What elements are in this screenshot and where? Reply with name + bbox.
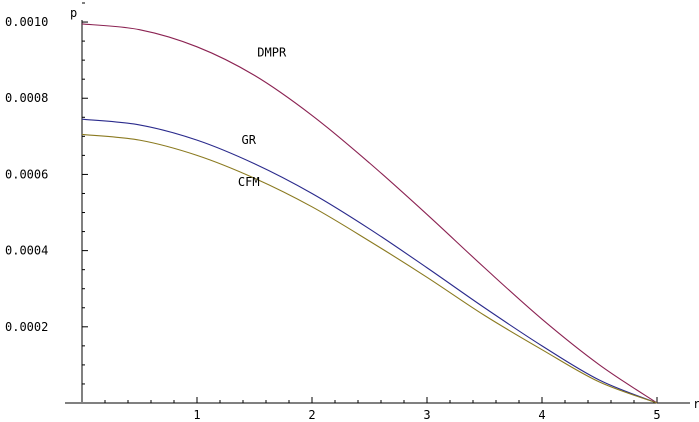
series-label-dmpr: DMPR xyxy=(257,45,287,59)
x-tick-label: 3 xyxy=(423,408,430,422)
x-ticks: 1 2 3 4 5 xyxy=(104,397,661,422)
axes xyxy=(65,20,690,404)
x-tick-label: 1 xyxy=(193,408,200,422)
series-line-cfm xyxy=(81,133,658,404)
y-axis-label: p xyxy=(70,6,77,20)
y-ticks: 0.0002 0.0004 0.0006 0.0008 0.0010 xyxy=(5,2,88,385)
y-tick-label: 0.0002 xyxy=(5,320,48,334)
series-line-dmpr xyxy=(81,23,658,404)
y-tick-label: 0.0008 xyxy=(5,91,48,105)
x-tick-label: 2 xyxy=(308,408,315,422)
series-lines xyxy=(81,23,658,404)
y-tick-label: 0.0004 xyxy=(5,244,48,258)
x-axis-label: r xyxy=(693,397,699,411)
x-tick-label: 5 xyxy=(653,408,660,422)
series-labels: DMPR GR CFM xyxy=(238,45,287,189)
series-label-cfm: CFM xyxy=(238,175,260,189)
y-tick-label: 0.0010 xyxy=(5,15,48,29)
series-line-gr xyxy=(81,118,658,404)
x-tick-label: 4 xyxy=(538,408,545,422)
series-label-gr: GR xyxy=(242,133,257,147)
y-tick-label: 0.0006 xyxy=(5,167,48,181)
